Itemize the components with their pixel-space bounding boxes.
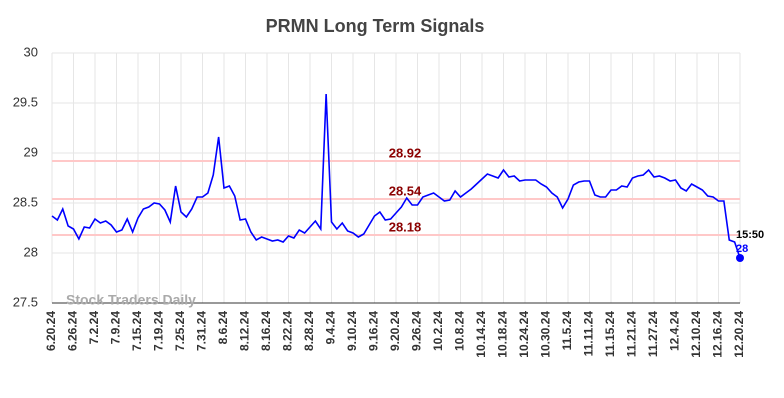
x-tick-label: 8.6.24 [216, 311, 230, 345]
y-tick-label: 28 [24, 244, 38, 259]
x-tick-label: 6.26.24 [66, 311, 80, 351]
x-tick-label: 11.27.24 [646, 311, 660, 357]
x-tick-label: 6.20.24 [44, 311, 58, 351]
x-tick-label: 7.15.24 [130, 311, 144, 351]
x-tick-label: 7.2.24 [87, 311, 101, 345]
x-tick-label: 12.20.24 [732, 311, 746, 358]
y-tick-label: 30 [24, 44, 38, 59]
x-tick-label: 7.25.24 [173, 311, 187, 351]
x-tick-label: 8.28.24 [302, 311, 316, 351]
x-tick-label: 10.18.24 [496, 311, 510, 358]
watermark: Stock Traders Daily [66, 292, 196, 308]
x-tick-label: 9.10.24 [345, 311, 359, 351]
last-time-label: 15:50 [736, 229, 764, 241]
x-tick-label: 12.10.24 [689, 311, 703, 358]
last-point [736, 254, 744, 262]
x-tick-label: 9.20.24 [388, 311, 402, 351]
x-tick-label: 9.4.24 [324, 311, 338, 345]
signal-label: 28.54 [389, 183, 422, 198]
x-tick-label: 11.5.24 [560, 311, 574, 351]
x-tick-label: 7.31.24 [195, 311, 209, 351]
x-tick-label: 8.22.24 [281, 311, 295, 351]
x-tick-label: 8.12.24 [238, 311, 252, 351]
last-value-label: 28 [736, 243, 748, 255]
x-tick-label: 10.30.24 [539, 311, 553, 358]
y-tick-label: 29.5 [13, 94, 38, 109]
signal-label: 28.18 [389, 219, 422, 234]
x-tick-label: 7.19.24 [152, 311, 166, 351]
x-tick-label: 12.16.24 [711, 311, 725, 358]
y-tick-label: 29 [24, 144, 38, 159]
signal-label: 28.92 [389, 145, 422, 160]
x-tick-label: 11.15.24 [603, 311, 617, 357]
x-tick-label: 8.16.24 [259, 311, 273, 351]
y-tick-label: 28.5 [13, 194, 38, 209]
x-tick-label: 9.16.24 [367, 311, 381, 351]
x-tick-label: 10.24.24 [517, 311, 531, 358]
x-tick-label: 7.9.24 [109, 311, 123, 345]
x-tick-label: 10.2.24 [431, 311, 445, 351]
x-tick-label: 11.11.24 [582, 311, 596, 357]
x-tick-label: 10.8.24 [453, 311, 467, 351]
chart-title: PRMN Long Term Signals [266, 16, 485, 36]
x-tick-label: 10.14.24 [474, 311, 488, 358]
x-tick-label: 12.4.24 [668, 311, 682, 351]
x-tick-label: 9.26.24 [410, 311, 424, 351]
y-tick-label: 27.5 [13, 294, 38, 309]
x-tick-label: 11.21.24 [625, 311, 639, 357]
price-line [51, 93, 741, 259]
